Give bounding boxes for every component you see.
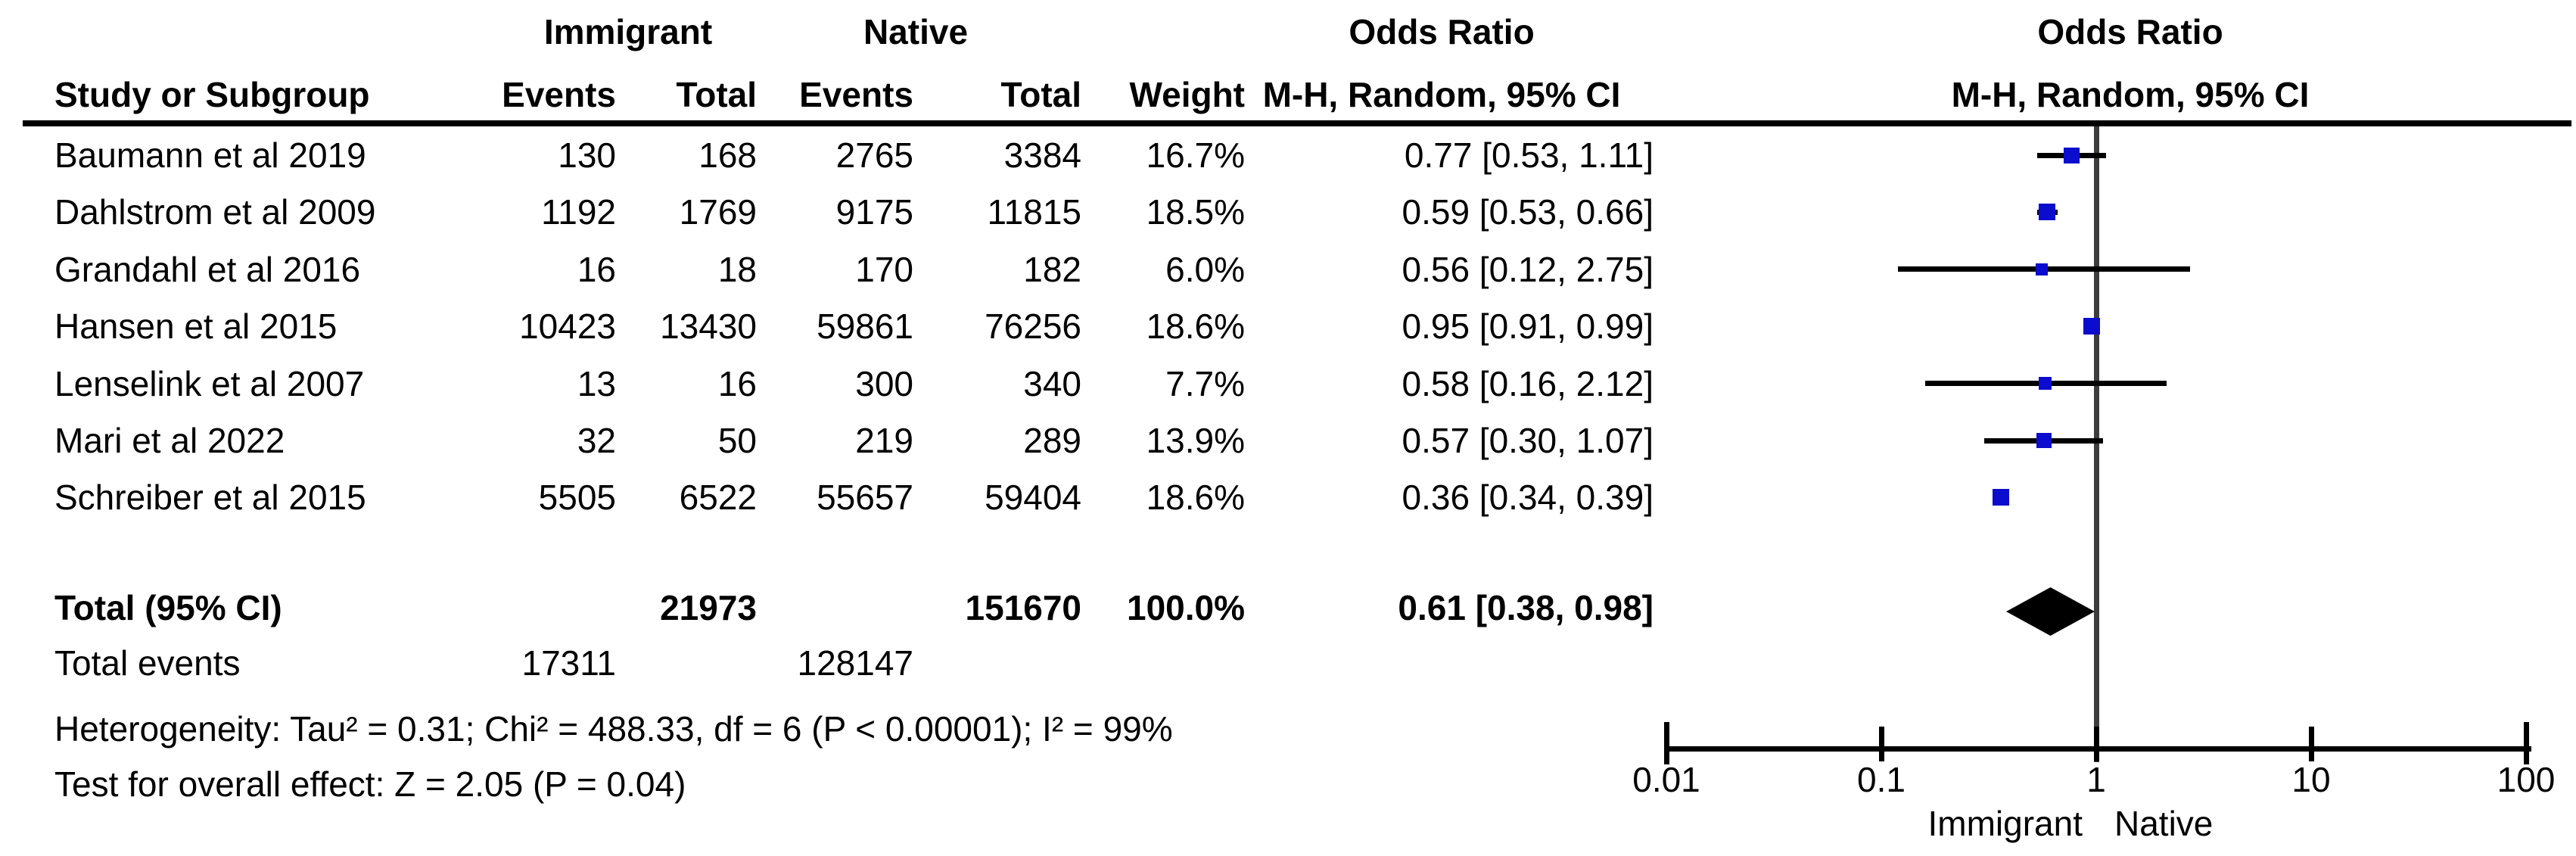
total-native-total: 151670 bbox=[965, 588, 1082, 627]
study-events-native: 59861 bbox=[817, 307, 913, 346]
study-events-immigrant: 130 bbox=[558, 135, 616, 175]
axis-tick bbox=[2094, 727, 2099, 761]
header-divider-rule bbox=[23, 120, 2571, 126]
effect-square bbox=[2064, 148, 2080, 163]
study-weight: 18.5% bbox=[1146, 192, 1245, 232]
study-weight: 18.6% bbox=[1146, 478, 1245, 517]
total-events-label: Total events bbox=[54, 643, 241, 683]
study-total-immigrant: 16 bbox=[717, 364, 757, 403]
study-total-immigrant: 13430 bbox=[660, 307, 757, 346]
study-events-native: 55657 bbox=[817, 478, 913, 517]
study-events-immigrant: 32 bbox=[577, 421, 616, 460]
effect-square bbox=[2083, 318, 2100, 335]
or-plot-column-title: Odds Ratio bbox=[2037, 12, 2223, 51]
effect-square bbox=[2039, 204, 2055, 220]
axis-tick bbox=[2524, 722, 2529, 764]
summary-diamond bbox=[2006, 587, 2095, 636]
study-total-native: 59404 bbox=[985, 478, 1081, 517]
study-or-ci-text: 0.36 [0.34, 0.39] bbox=[1402, 478, 1654, 517]
total-or-ci-text: 0.61 [0.38, 0.98] bbox=[1398, 588, 1654, 627]
group-header-immigrant: Immigrant bbox=[543, 12, 713, 51]
study-events-immigrant: 13 bbox=[577, 364, 616, 403]
axis-tick bbox=[1664, 722, 1669, 764]
col-header-study: Study or Subgroup bbox=[54, 75, 370, 114]
effect-square bbox=[2039, 377, 2052, 390]
total-events-native: 128147 bbox=[797, 643, 914, 683]
study-total-native: 340 bbox=[1023, 364, 1081, 403]
study-name: Mari et al 2022 bbox=[54, 421, 285, 460]
study-or-ci-text: 0.59 [0.53, 0.66] bbox=[1402, 192, 1654, 232]
or-text-column-title: Odds Ratio bbox=[1349, 12, 1535, 51]
study-events-native: 300 bbox=[855, 364, 913, 403]
study-or-ci-text: 0.95 [0.91, 0.99] bbox=[1402, 307, 1654, 346]
col-header-events-native: Events bbox=[799, 75, 913, 114]
study-total-native: 3384 bbox=[1003, 135, 1081, 175]
study-weight: 18.6% bbox=[1146, 307, 1245, 346]
study-or-ci-text: 0.77 [0.53, 1.11] bbox=[1404, 135, 1654, 175]
study-total-native: 289 bbox=[1023, 421, 1081, 460]
study-weight: 13.9% bbox=[1146, 421, 1245, 460]
study-weight: 7.7% bbox=[1165, 364, 1245, 403]
study-weight: 6.0% bbox=[1165, 250, 1245, 289]
col-header-events-immigrant: Events bbox=[502, 75, 616, 114]
study-or-ci-text: 0.56 [0.12, 2.75] bbox=[1402, 250, 1654, 289]
study-name: Schreiber et al 2015 bbox=[54, 478, 366, 517]
favours-right-label: Native bbox=[2114, 804, 2214, 843]
study-total-immigrant: 18 bbox=[717, 250, 757, 289]
study-name: Dahlstrom et al 2009 bbox=[54, 192, 376, 232]
study-total-immigrant: 6522 bbox=[679, 478, 757, 517]
study-name: Lenselink et al 2007 bbox=[54, 364, 365, 403]
col-header-total-native: Total bbox=[1000, 75, 1081, 114]
study-weight: 16.7% bbox=[1146, 135, 1245, 175]
study-events-native: 2765 bbox=[835, 135, 913, 175]
total-immigrant-total: 21973 bbox=[660, 588, 757, 627]
study-or-ci-text: 0.58 [0.16, 2.12] bbox=[1402, 364, 1654, 403]
axis-tick-label: 100 bbox=[2497, 760, 2556, 799]
study-total-native: 182 bbox=[1023, 250, 1081, 289]
axis-tick-label: 10 bbox=[2291, 760, 2331, 799]
study-or-ci-text: 0.57 [0.30, 1.07] bbox=[1402, 421, 1654, 460]
heterogeneity-note: Heterogeneity: Tau² = 0.31; Chi² = 488.3… bbox=[54, 709, 1173, 749]
study-total-immigrant: 168 bbox=[698, 135, 757, 175]
or-plot-column-subtitle: M-H, Random, 95% CI bbox=[1951, 75, 2310, 114]
overall-effect-note: Test for overall effect: Z = 2.05 (P = 0… bbox=[54, 764, 686, 804]
effect-square bbox=[1993, 489, 2009, 506]
study-total-immigrant: 50 bbox=[717, 421, 757, 460]
col-header-weight: Weight bbox=[1129, 75, 1245, 114]
study-events-native: 219 bbox=[855, 421, 913, 460]
axis-tick-label: 0.01 bbox=[1632, 760, 1700, 799]
col-header-total-immigrant: Total bbox=[676, 75, 757, 114]
axis-tick bbox=[2309, 727, 2314, 761]
study-total-native: 11815 bbox=[987, 192, 1081, 232]
total-weight: 100.0% bbox=[1126, 588, 1245, 627]
study-events-native: 9175 bbox=[835, 192, 913, 232]
group-header-native: Native bbox=[863, 12, 969, 51]
null-effect-line bbox=[2094, 126, 2099, 762]
study-name: Grandahl et al 2016 bbox=[54, 250, 361, 289]
favours-left-label: Immigrant bbox=[1927, 804, 2083, 843]
study-events-immigrant: 10423 bbox=[519, 307, 616, 346]
study-name: Hansen et al 2015 bbox=[54, 307, 338, 346]
study-total-native: 76256 bbox=[985, 307, 1081, 346]
axis-tick bbox=[1879, 727, 1884, 761]
study-events-immigrant: 1192 bbox=[541, 192, 616, 232]
or-text-column-subtitle: M-H, Random, 95% CI bbox=[1262, 75, 1621, 114]
total-row-label: Total (95% CI) bbox=[54, 588, 282, 627]
axis-tick-label: 1 bbox=[2086, 760, 2106, 799]
effect-square bbox=[2036, 433, 2052, 448]
axis-tick-label: 0.1 bbox=[1857, 760, 1906, 799]
effect-square bbox=[2036, 263, 2048, 275]
study-name: Baumann et al 2019 bbox=[54, 135, 366, 175]
study-events-immigrant: 16 bbox=[577, 250, 616, 289]
study-events-native: 170 bbox=[855, 250, 913, 289]
total-events-immigrant: 17311 bbox=[521, 643, 616, 683]
study-total-immigrant: 1769 bbox=[679, 192, 757, 232]
study-events-immigrant: 5505 bbox=[538, 478, 616, 517]
